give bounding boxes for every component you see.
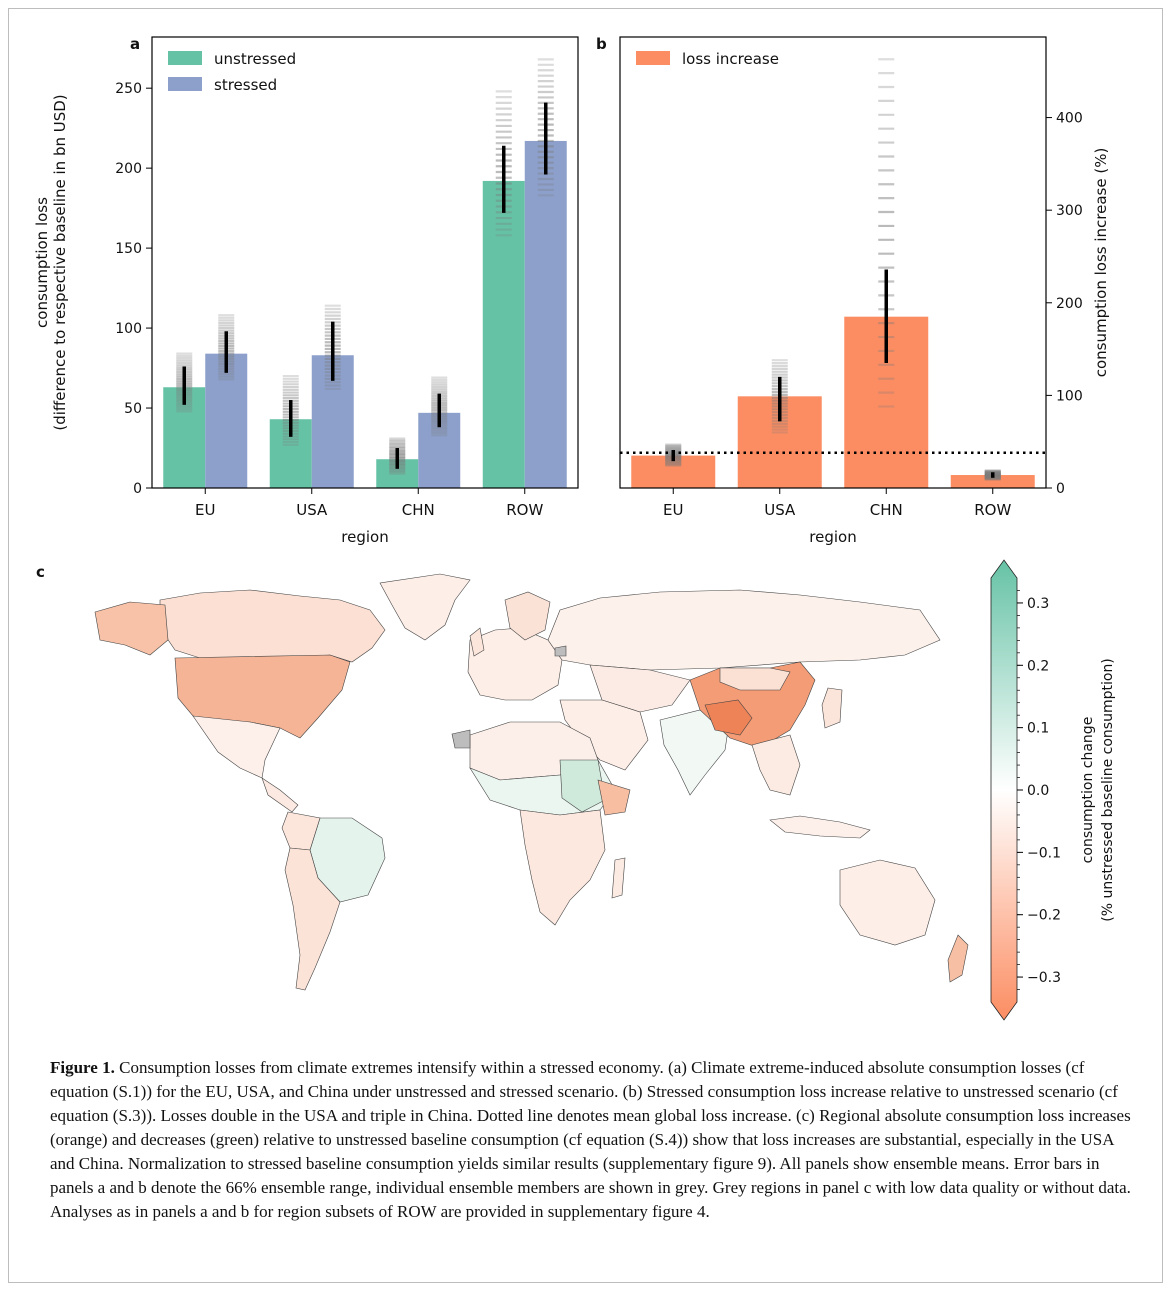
panel-b-letter: b (596, 35, 607, 53)
panel-c-letter: c (36, 563, 45, 581)
map-usa (174, 654, 351, 739)
colorbar-label-line-1: consumption change (1080, 717, 1096, 864)
legend-swatch-unstressed (168, 51, 202, 65)
map-uk (469, 627, 485, 657)
y-tick-label: 250 (115, 81, 142, 97)
x-tick-label-ROW: ROW (506, 501, 543, 519)
y-tick-label: 150 (115, 241, 142, 257)
y-tick-label: 0 (133, 481, 142, 497)
map-canada (159, 589, 386, 663)
x-tick-label-USA: USA (764, 501, 796, 519)
x-tick-label-EU: EU (195, 501, 215, 519)
map-no-data-region (554, 645, 567, 657)
y-axis-label-line: consumption loss (33, 197, 51, 328)
map-new-zealand (947, 934, 969, 983)
legend-label-stressed: stressed (214, 76, 277, 94)
colorbar-tick-label: 0.1 (1027, 721, 1049, 737)
map-central-america (261, 777, 299, 813)
map-southeast-asia (751, 734, 801, 796)
map-indonesia (769, 815, 871, 839)
y-tick-label: 50 (124, 401, 142, 417)
y-tick-label: 200 (1056, 296, 1083, 312)
legend-swatch-stressed (168, 77, 202, 91)
legend-label-unstressed: unstressed (214, 50, 296, 68)
map-scandinavia (504, 591, 551, 641)
map-russia (547, 589, 941, 671)
bar-stressed-ROW (524, 140, 567, 488)
y-tick-label: 0 (1056, 481, 1065, 497)
colorbar-tick-label: 0.2 (1027, 658, 1049, 674)
figure-caption: Figure 1. Consumption losses from climat… (50, 1056, 1140, 1224)
colorbar-label-line-2: (% unstressed baseline consumption) (1100, 658, 1116, 922)
bar-unstressed-ROW (482, 180, 525, 489)
x-axis-label: region (341, 528, 388, 546)
caption-label: Figure 1. (50, 1058, 115, 1077)
x-tick-label-USA: USA (296, 501, 328, 519)
map-mongolia (719, 667, 791, 691)
map-madagascar (611, 857, 626, 899)
x-tick-label-EU: EU (663, 501, 683, 519)
colorbar-tick-label: −0.1 (1027, 845, 1061, 861)
map-mexico (192, 715, 281, 779)
map-australia (839, 859, 936, 946)
y-tick-label: 200 (115, 161, 142, 177)
legend-label-loss-increase: loss increase (682, 50, 779, 68)
map-south-america-south (284, 847, 341, 991)
colorbar-tick-label: −0.2 (1027, 908, 1061, 924)
panel-a-letter: a (130, 35, 140, 53)
y-tick-label: 400 (1056, 111, 1083, 127)
colorbar-body (990, 559, 1018, 1021)
map-africa-central (519, 809, 606, 926)
x-axis-label: region (809, 528, 856, 546)
axes-frame (619, 36, 1047, 489)
axes-frame (151, 36, 579, 489)
map-japan (821, 687, 843, 729)
bar-loss-increase-ROW (950, 475, 1035, 488)
panel-b-bar-chart: 0 100 200 300 400 EU USA CHN ROW region consumptio… (619, 36, 1110, 546)
map-middle-east (559, 699, 649, 771)
map-alaska (94, 601, 169, 656)
caption-text: Consumption losses from climate extremes… (50, 1058, 1131, 1221)
y-axis-label-line: (difference to respective baseline in bn… (51, 94, 69, 430)
bar-stressed-EU (205, 353, 248, 488)
figure-frame (8, 8, 1163, 1283)
map-greenland (379, 573, 471, 641)
x-tick-label-CHN: CHN (870, 501, 903, 519)
y-axis-label-line: consumption loss increase (%) (1092, 148, 1110, 378)
colorbar-ticks: 0.3 0.2 0.1 0.0 −0.1 −0.2 −0.3 (1017, 590, 1061, 990)
panel-a-bar-chart: 0 50 100 150 200 250 EU USA CHN ROW region consumpt… (33, 36, 579, 546)
map-tibet (704, 699, 753, 736)
panel-c-colorbar: 0.3 0.2 0.1 0.0 −0.1 −0.2 −0.3 consumption cha… (990, 559, 1116, 1021)
panel-c-world-map (94, 573, 969, 991)
legend-swatch-loss-increase (636, 51, 670, 65)
map-no-data-region (451, 729, 471, 749)
x-tick-label-CHN: CHN (402, 501, 435, 519)
map-east-africa (597, 779, 631, 816)
y-tick-label: 100 (1056, 388, 1083, 404)
figure-canvas: a b c 0 50 100 150 200 250 EU USA CHN ROW region co… (33, 35, 1116, 1021)
map-sudan (559, 759, 606, 813)
y-tick-label: 100 (115, 321, 142, 337)
colorbar-tick-label: −0.3 (1027, 970, 1061, 986)
x-tick-label-ROW: ROW (974, 501, 1011, 519)
colorbar-tick-label: 0.0 (1027, 783, 1049, 799)
y-tick-label: 300 (1056, 203, 1083, 219)
colorbar-tick-label: 0.3 (1027, 596, 1049, 612)
